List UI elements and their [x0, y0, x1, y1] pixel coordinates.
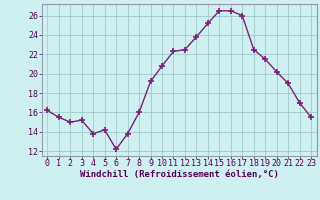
- X-axis label: Windchill (Refroidissement éolien,°C): Windchill (Refroidissement éolien,°C): [80, 170, 279, 179]
